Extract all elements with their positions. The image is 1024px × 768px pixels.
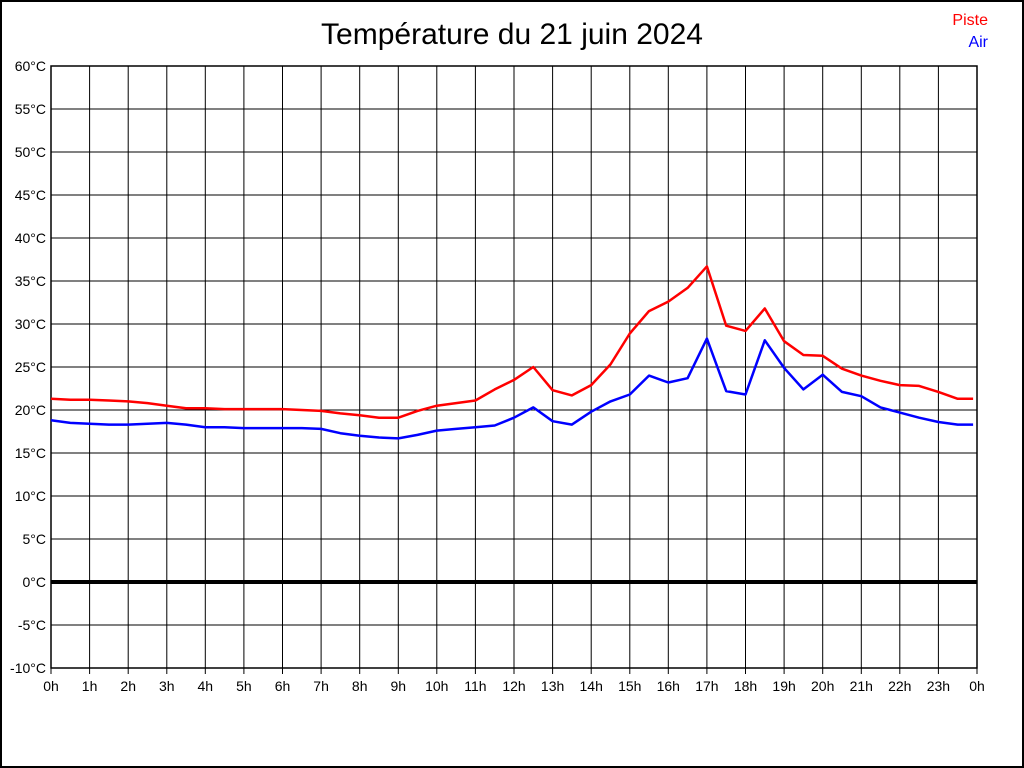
- y-tick-label: 15°C: [15, 445, 46, 461]
- y-tick-label: -10°C: [10, 660, 46, 676]
- x-tick-label: 9h: [391, 678, 407, 694]
- x-tick-label: 23h: [927, 678, 950, 694]
- x-tick-label: 6h: [275, 678, 291, 694]
- x-tick-label: 3h: [159, 678, 175, 694]
- x-tick-label: 8h: [352, 678, 368, 694]
- x-tick-label: 5h: [236, 678, 252, 694]
- x-tick-label: 21h: [850, 678, 873, 694]
- legend: Piste Air: [952, 12, 988, 52]
- x-tick-label: 2h: [120, 678, 136, 694]
- y-tick-label: 5°C: [23, 531, 47, 547]
- x-tick-label: 14h: [580, 678, 603, 694]
- y-axis-labels: -10°C -5°C 0°C 5°C 10°C 15°C 20°C 25°C 30°C 35°C 4…: [10, 58, 46, 676]
- y-tick-label: 40°C: [15, 230, 46, 246]
- x-tick-label: 18h: [734, 678, 757, 694]
- y-tick-label: 50°C: [15, 144, 46, 160]
- x-tick-label: 7h: [313, 678, 329, 694]
- x-tick-label: 0h: [43, 678, 59, 694]
- x-tick-label: 13h: [541, 678, 564, 694]
- legend-piste-label: Piste: [952, 12, 988, 29]
- legend-air-label: Air: [968, 34, 988, 51]
- y-tick-label: 20°C: [15, 402, 46, 418]
- x-tick-label: 15h: [618, 678, 641, 694]
- y-tick-label: 60°C: [15, 58, 46, 74]
- x-tick-label: 17h: [695, 678, 718, 694]
- x-tick-label: 4h: [198, 678, 214, 694]
- y-tick-label: 30°C: [15, 316, 46, 332]
- x-tick-label: 12h: [502, 678, 525, 694]
- plot-frame: [50, 65, 978, 669]
- grid-lines: [50, 65, 978, 674]
- x-tick-label: 11h: [464, 678, 486, 694]
- y-tick-label: 35°C: [15, 273, 46, 289]
- x-tick-label: 19h: [772, 678, 795, 694]
- y-tick-label: -5°C: [18, 617, 46, 633]
- x-tick-label: 16h: [657, 678, 680, 694]
- x-axis-labels: 0h 1h 2h 3h 4h 5h 6h 7h 8h 9h 10h 11h 12h 13h 14h 15h 16…: [43, 678, 985, 694]
- piste-line: [50, 265, 974, 419]
- y-tick-label: 45°C: [15, 187, 46, 203]
- air-line: [50, 337, 974, 440]
- x-tick-label: 10h: [425, 678, 448, 694]
- x-tick-label: 1h: [82, 678, 98, 694]
- chart-title: Température du 21 juin 2024: [321, 18, 703, 51]
- x-tick-label: 22h: [888, 678, 911, 694]
- x-tick-label: 20h: [811, 678, 834, 694]
- y-tick-label: 55°C: [15, 101, 46, 117]
- x-tick-label: 0h: [969, 678, 985, 694]
- y-tick-label: 10°C: [15, 488, 46, 504]
- y-tick-label: 0°C: [23, 574, 47, 590]
- y-tick-label: 25°C: [15, 359, 46, 375]
